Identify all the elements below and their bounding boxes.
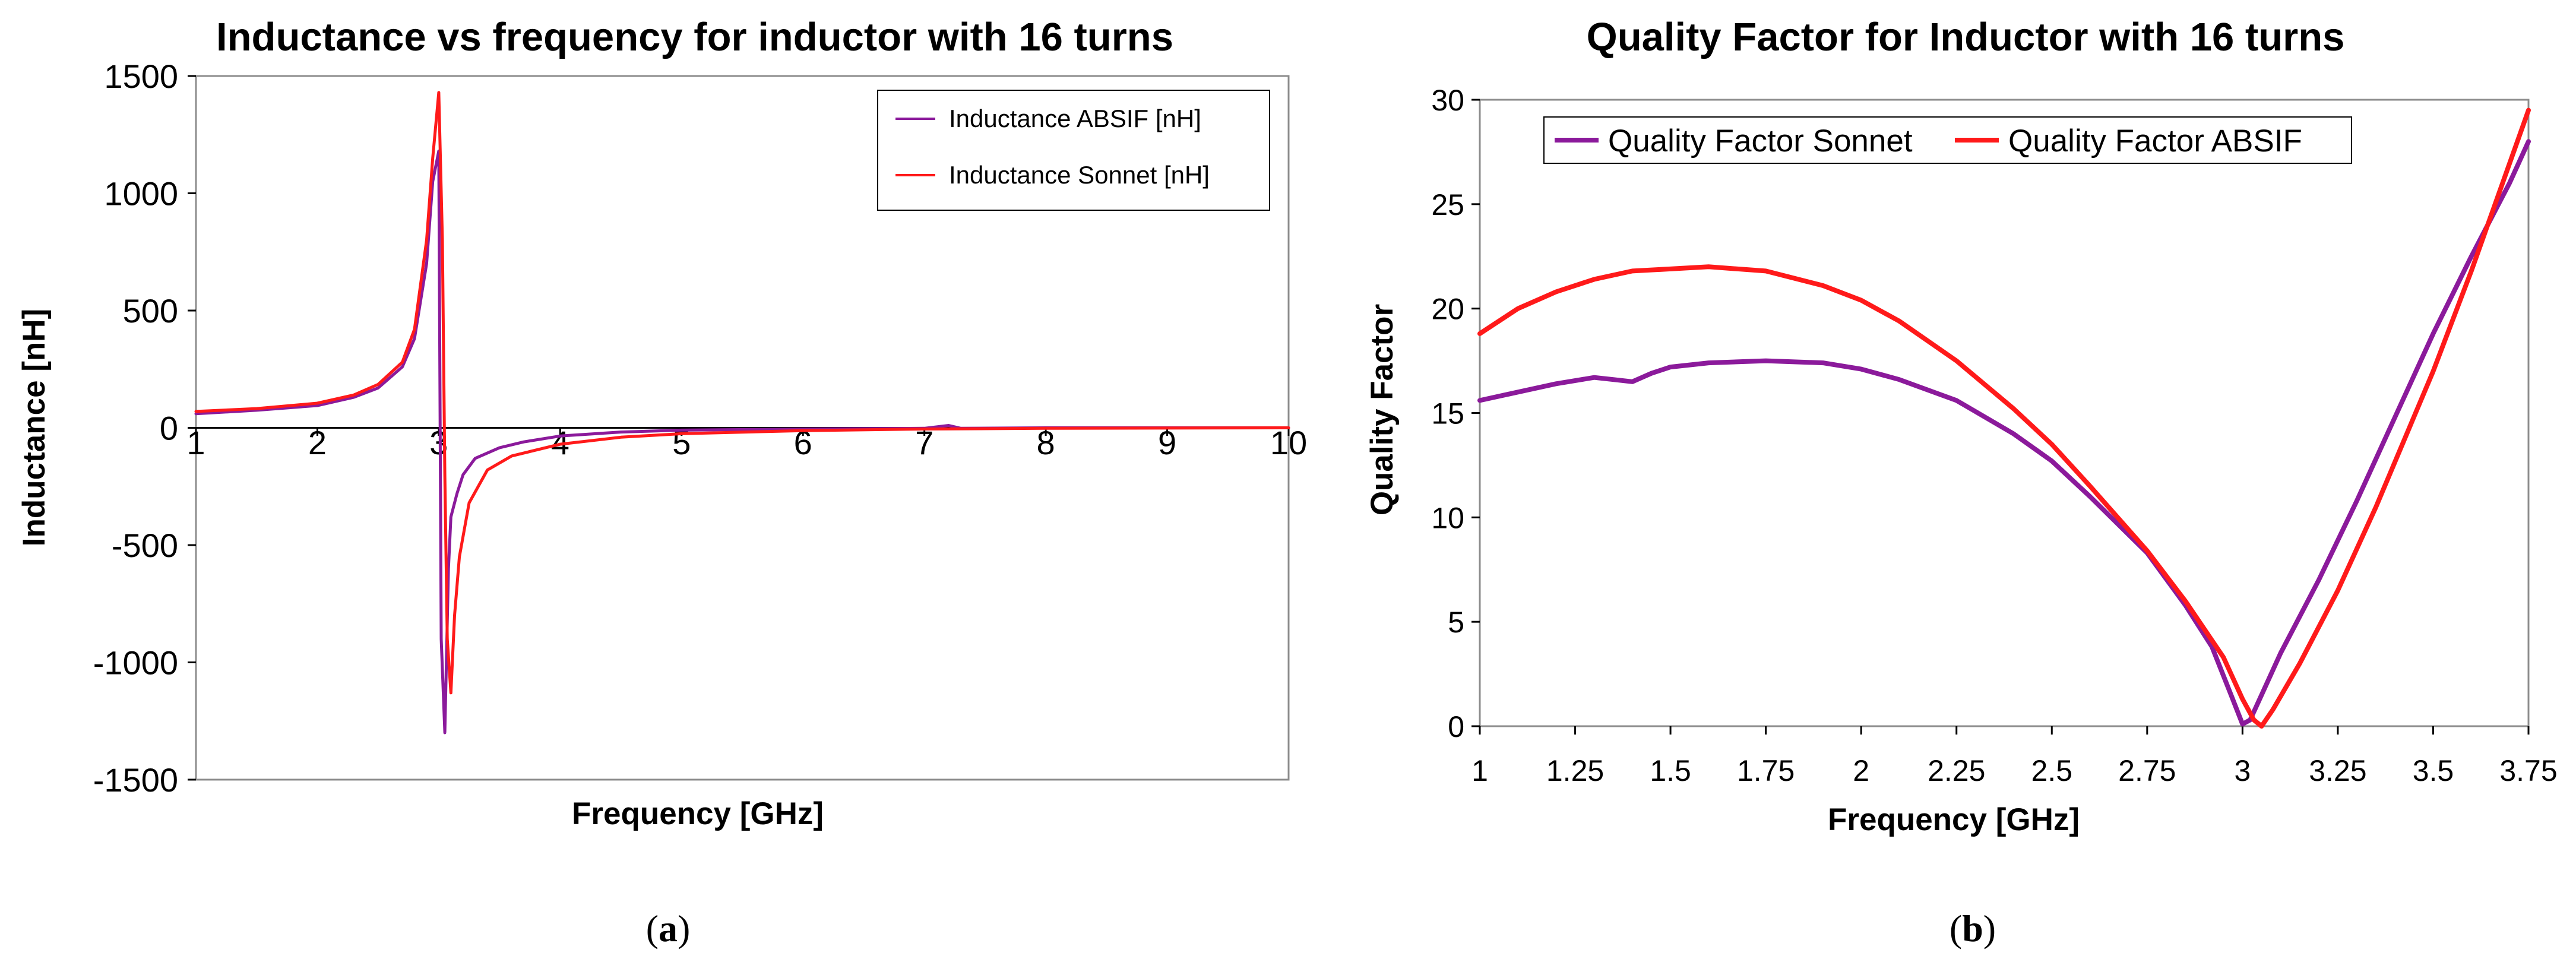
legend-label-quality-factor-sonnet: Quality Factor Sonnet [1608,124,1913,159]
chart-b-ytick-label: 20 [1431,293,1464,326]
chart-a-ytick-label: -500 [112,527,178,564]
chart-b-xtick-label: 2.75 [2118,754,2176,787]
chart-a-legend-box [877,90,1270,211]
chart-b: Quality Factor for Inductor with 16 turn… [1365,15,2558,949]
chart-a-xtick-label: 8 [1037,424,1055,461]
legend-label-inductance-absif: Inductance ABSIF [nH] [949,105,1201,132]
chart-b-xtick-label: 1.5 [1650,754,1691,787]
chart-a-ytick-label: -1500 [93,761,178,799]
chart-a-xtick-label: 9 [1158,424,1176,461]
series-line-inductance-sonnet-nh [194,91,1290,695]
chart-b-ytick-label: 0 [1448,710,1464,743]
chart-a-xtick-label: 1 [186,424,205,461]
chart-b-ylabel: Quality Factor [1365,304,1400,515]
chart-b-xlabel: Frequency [GHz] [1828,802,2080,837]
chart-a-ytick-label: -1000 [93,644,178,682]
chart-a-xtick-label: 10 [1270,424,1307,461]
chart-b-legend-box [1543,116,2352,164]
chart-b-xtick-label: 2.25 [1928,754,1985,787]
chart-b-xtick-label: 1.25 [1546,754,1604,787]
chart-a-xtick-label: 2 [308,424,327,461]
chart-b-ytick-label: 25 [1431,188,1464,221]
chart-b-ytick-label: 15 [1431,397,1464,430]
chart-b-xtick-label: 3.5 [2413,754,2454,787]
chart-a-ytick-label: 500 [123,292,178,330]
chart-a-ytick-label: 1000 [104,175,178,213]
chart-a-title: Inductance vs frequency for inductor wit… [216,15,1173,59]
chart-b-xtick-label: 1 [1471,754,1488,787]
chart-a: Inductance vs frequency for inductor wit… [17,15,1307,949]
chart-a-ylabel: Inductance [nH] [17,309,52,546]
chart-a-ytick-label: 0 [160,410,178,447]
panel-label-b: (b) [1950,907,1996,949]
chart-a-legend: Inductance ABSIF [nH] Inductance Sonnet … [877,90,1270,211]
panel-label-b-letter: b [1962,907,1983,949]
series-line-quality-factor-sonnet [1477,139,2531,727]
panel-label-a: (a) [646,907,691,949]
chart-a-ytick-label: 1500 [104,58,178,95]
chart-b-xtick-label: 1.75 [1737,754,1795,787]
chart-b-ytick-label: 10 [1431,501,1464,534]
chart-b-xtick-label: 3.75 [2499,754,2557,787]
chart-b-xtick-label: 3 [2234,754,2251,787]
chart-b-xtick-label: 2 [1853,754,1869,787]
panel-label-a-letter: a [659,907,678,949]
series-line-quality-factor-absif [1477,107,2531,729]
legend-label-inductance-sonnet: Inductance Sonnet [nH] [949,161,1210,189]
chart-b-ytick-label: 5 [1448,606,1464,639]
chart-b-ytick-label: 30 [1431,84,1464,117]
chart-b-xtick-label: 2.5 [2031,754,2073,787]
chart-b-xtick-label: 3.25 [2309,754,2366,787]
legend-label-quality-factor-absif: Quality Factor ABSIF [2008,124,2302,159]
chart-b-plot-area [1479,99,2530,727]
chart-b-legend: Quality Factor Sonnet Quality Factor ABS… [1543,116,2352,164]
chart-a-xlabel: Frequency [GHz] [572,796,824,831]
chart-b-title: Quality Factor for Inductor with 16 turn… [1587,15,2345,59]
